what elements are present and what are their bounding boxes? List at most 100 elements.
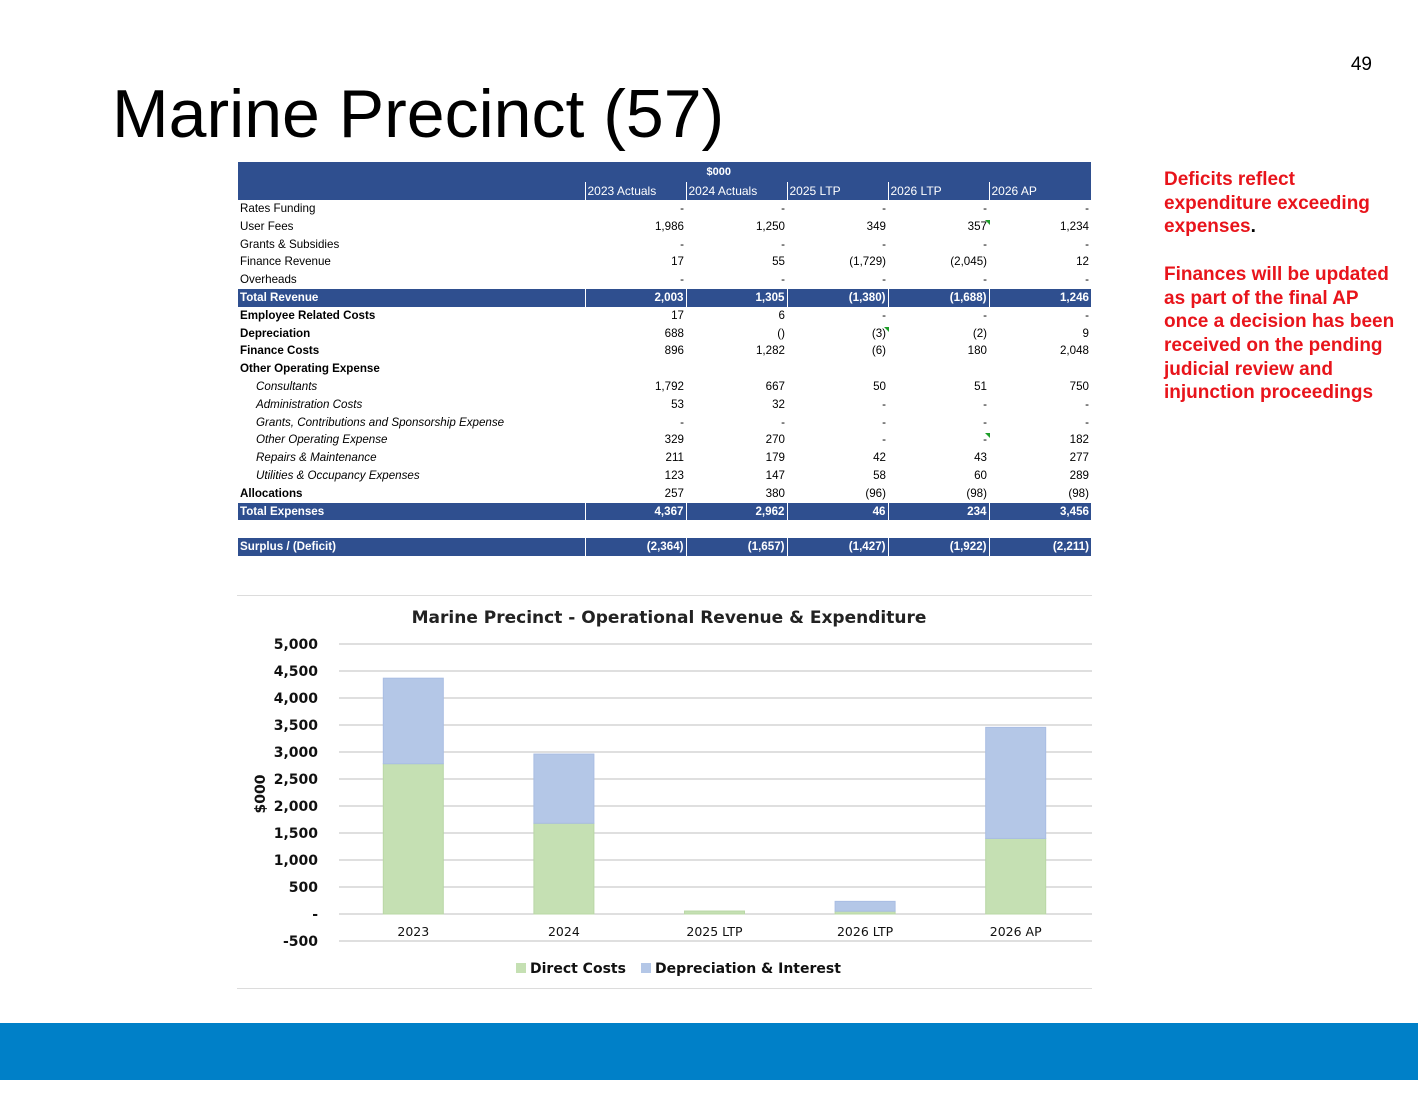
comment-marker-value: 357 (967, 219, 987, 233)
cell-value: 2,962 (685, 502, 787, 521)
y-tick-label: 1,000 (274, 853, 319, 869)
y-tick-label: -500 (283, 934, 318, 950)
cell-value: 51 (974, 379, 987, 393)
row-label: Finance Revenue (240, 255, 331, 269)
y-tick-label: 500 (289, 880, 318, 896)
cell-value (989, 360, 1091, 378)
bar-segment (533, 753, 595, 824)
cell-value: 277 (1069, 451, 1089, 465)
table-row: Depreciation 688 () (3) (2) 9 (238, 325, 1091, 343)
column-header: 2023 Actuals (584, 182, 686, 200)
table-row: Finance Costs 896 1,282 (6) 180 2,048 (238, 342, 1091, 360)
row-label: Depreciation (240, 326, 311, 340)
cell-value: 43 (974, 451, 987, 465)
cell-value: (2,045) (950, 255, 987, 269)
row-label: Other Operating Expense (256, 433, 388, 447)
x-tick-label: 2023 (397, 924, 429, 939)
table-row: Grants & Subsidies - - - - - (238, 236, 1091, 254)
column-header: 2026 LTP (887, 182, 989, 200)
table-total-row: Surplus / (Deficit) (2,364) (1,657) (1,427)… (238, 538, 1091, 556)
cell-value: - (882, 202, 886, 215)
table-row: Employee Related Costs 17 6 - - - (238, 307, 1091, 325)
cell-value: - (983, 237, 987, 251)
cell-value: () (777, 326, 785, 340)
table-row: User Fees 1,986 1,250 349 357 1,234 (238, 218, 1091, 236)
cell-value: 3,456 (988, 502, 1091, 521)
chart-y-axis-label: $000 (253, 774, 269, 813)
table-row: Administration Costs 53 32 - - - (238, 396, 1091, 414)
row-label: Surplus / (Deficit) (238, 538, 585, 556)
note-period: . (1250, 216, 1256, 238)
cell-value: 2,048 (1059, 344, 1089, 358)
cell-value: (1,922) (887, 538, 989, 556)
cell-value: - (1085, 415, 1089, 429)
unit-header: $000 (585, 162, 787, 182)
cell-value: 1,234 (1059, 219, 1089, 233)
cell-value: (1,729) (849, 255, 886, 269)
cell-value: (1,657) (685, 538, 787, 556)
cell-value: 357 (888, 218, 989, 236)
y-tick-label: 3,500 (274, 718, 319, 734)
chart-legend: Direct Costs Depreciation & Interest (516, 961, 841, 977)
cell-value: 42 (873, 451, 886, 465)
row-label: Administration Costs (256, 397, 363, 411)
cell-value: (1,688) (887, 288, 989, 307)
cell-value: (98) (966, 486, 987, 500)
footer-bar (0, 1023, 1418, 1080)
table-total-row: Total Revenue 2,003 1,305 (1,380) (1,688) 1,2… (238, 288, 1091, 307)
row-label: Utilities & Occupancy Expenses (256, 468, 420, 482)
chart-bars (382, 677, 1047, 915)
table-row: Overheads - - - - - (238, 271, 1091, 289)
cell-value: - (1085, 237, 1089, 251)
y-tick-label: - (312, 907, 318, 923)
cell-value: 180 (967, 344, 987, 358)
table-row: Other Operating Expense 329 270 - - 182 (238, 431, 1091, 449)
cell-value: - (680, 415, 684, 429)
cell-value: 349 (866, 219, 886, 233)
column-header: 2026 AP (988, 182, 1091, 200)
cell-value: 234 (887, 502, 989, 521)
cell-value (686, 360, 787, 378)
cell-value: 2,003 (584, 288, 686, 307)
unit-header-text: $000 (706, 166, 731, 178)
bar-segment (985, 837, 1047, 915)
cell-value: 179 (765, 451, 785, 465)
table-column-header-row: 2023 Actuals 2024 Actuals 2025 LTP 2026 … (238, 182, 1091, 200)
cell-value: - (888, 431, 989, 449)
bar-segment (684, 910, 745, 915)
row-label: Other Operating Expense (240, 362, 380, 376)
cell-value: 211 (665, 451, 684, 465)
cell-value: 4,367 (584, 502, 686, 521)
legend-label: Direct Costs (530, 961, 626, 977)
cell-value: 32 (772, 397, 785, 411)
cell-value: 1,986 (654, 219, 684, 233)
cell-value: 9 (1082, 326, 1089, 340)
x-tick-label: 2026 LTP (837, 924, 894, 939)
page-number: 49 (1350, 54, 1372, 75)
cell-value: 270 (765, 433, 785, 447)
cell-value: 12 (1076, 255, 1089, 269)
cell-value: - (983, 415, 987, 429)
cell-value: - (882, 397, 886, 411)
cell-value: - (983, 308, 987, 322)
cell-value: - (983, 397, 987, 411)
cell-value: 46 (786, 502, 888, 521)
cell-value: - (781, 273, 785, 287)
bar-segment (382, 763, 444, 915)
cell-value (585, 520, 686, 538)
column-header: 2025 LTP (786, 182, 888, 200)
cell-value: 50 (873, 379, 886, 393)
bar-segment (382, 677, 444, 765)
cell-value: 688 (664, 326, 684, 340)
cell-value: 17 (671, 255, 684, 269)
cell-value (585, 360, 686, 378)
row-label: Rates Funding (240, 202, 316, 215)
cell-value (787, 360, 888, 378)
cell-value: - (983, 273, 987, 287)
comment-marker-value: - (983, 433, 987, 447)
cell-value: 6 (778, 308, 785, 322)
chart-title: Marine Precinct - Operational Revenue & … (412, 608, 927, 628)
commentary-note: Deficits reflect expenditure exceeding e… (1164, 168, 1404, 405)
cell-value: (2) (972, 326, 987, 340)
table-row: Repairs & Maintenance 211 179 42 43 277 (238, 449, 1091, 467)
